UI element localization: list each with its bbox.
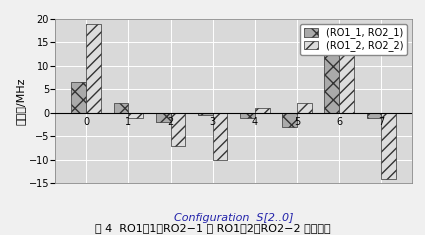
Text: 1: 1 [125, 117, 131, 127]
Legend: (RO1_1, RO2_1), (RO1_2, RO2_2): (RO1_1, RO2_1), (RO1_2, RO2_2) [300, 24, 408, 55]
Bar [381, 113, 396, 179]
Bar [86, 24, 101, 113]
Text: 7: 7 [378, 117, 384, 127]
Text: 5: 5 [294, 117, 300, 127]
Text: 2: 2 [167, 117, 174, 127]
Bar [156, 113, 170, 122]
Bar [324, 42, 339, 113]
Text: 6: 6 [336, 117, 342, 127]
Bar [282, 113, 297, 127]
Text: 0: 0 [83, 117, 89, 127]
Bar [198, 113, 212, 115]
Text: 3: 3 [210, 117, 216, 127]
Text: 4: 4 [252, 117, 258, 127]
Bar [297, 103, 312, 113]
Bar [339, 33, 354, 113]
Bar [366, 113, 381, 118]
Bar [113, 103, 128, 113]
Bar [170, 113, 185, 146]
Text: 图 4  RO1－1、RO2−1 和 RO1－2、RO2−2 的频率差: 图 4 RO1－1、RO2−1 和 RO1－2、RO2−2 的频率差 [95, 223, 330, 233]
Bar [71, 82, 86, 113]
Bar [212, 113, 227, 160]
Y-axis label: 频率差/MHz: 频率差/MHz [16, 77, 26, 125]
Bar [128, 113, 143, 118]
Text: Configuration  S[2..0]: Configuration S[2..0] [174, 213, 294, 223]
Bar [255, 108, 269, 113]
Bar [240, 113, 255, 118]
